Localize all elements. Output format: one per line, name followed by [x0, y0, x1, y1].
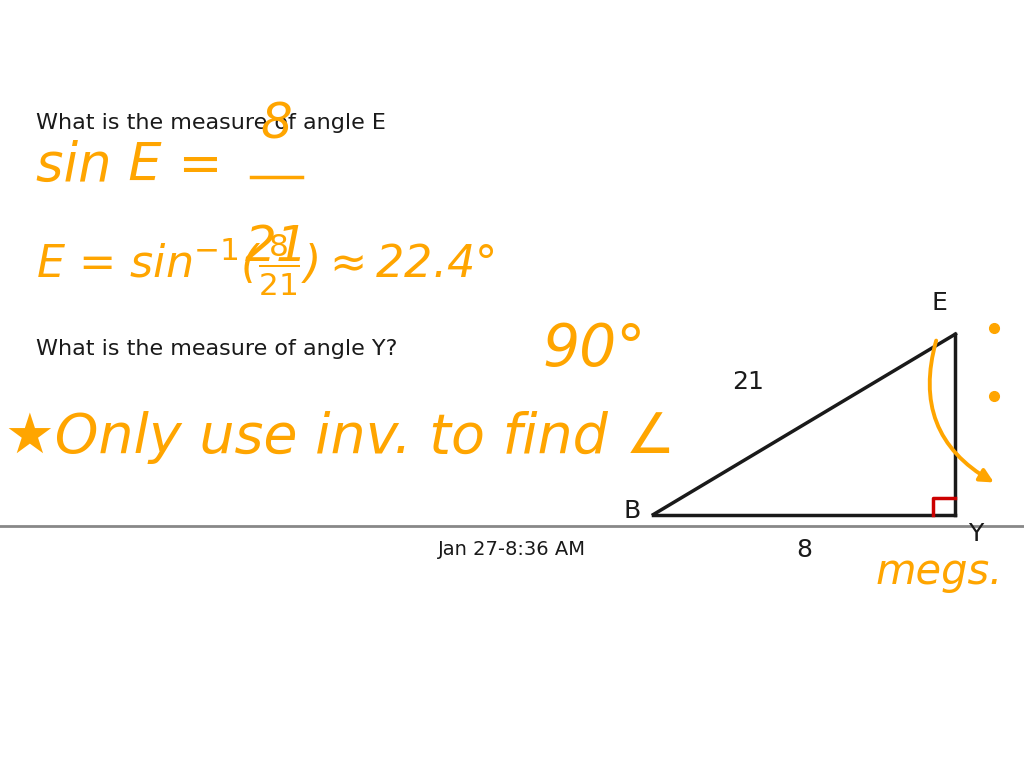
Text: 21: 21: [732, 370, 764, 394]
Text: 21: 21: [245, 223, 308, 271]
Text: E: E: [931, 291, 947, 315]
Text: 8: 8: [260, 101, 293, 148]
Text: What is the measure of angle Y?: What is the measure of angle Y?: [36, 339, 397, 359]
Text: 8: 8: [797, 538, 812, 561]
Text: ★Only use inv. to find ∠: ★Only use inv. to find ∠: [5, 411, 676, 465]
Text: B: B: [624, 498, 641, 523]
Text: Jan 27-8:36 AM: Jan 27-8:36 AM: [438, 540, 586, 558]
Text: 90°: 90°: [543, 321, 646, 378]
Text: Y: Y: [968, 522, 983, 546]
Text: What is the measure of angle E: What is the measure of angle E: [36, 113, 386, 133]
Text: sin E =: sin E =: [36, 140, 240, 191]
Text: E = sin$^{-1}$($\frac{8}{21}$)$\approx$22.4°: E = sin$^{-1}$($\frac{8}{21}$)$\approx$2…: [36, 232, 495, 298]
FancyArrowPatch shape: [930, 340, 990, 480]
Text: megs.: megs.: [876, 551, 1002, 593]
